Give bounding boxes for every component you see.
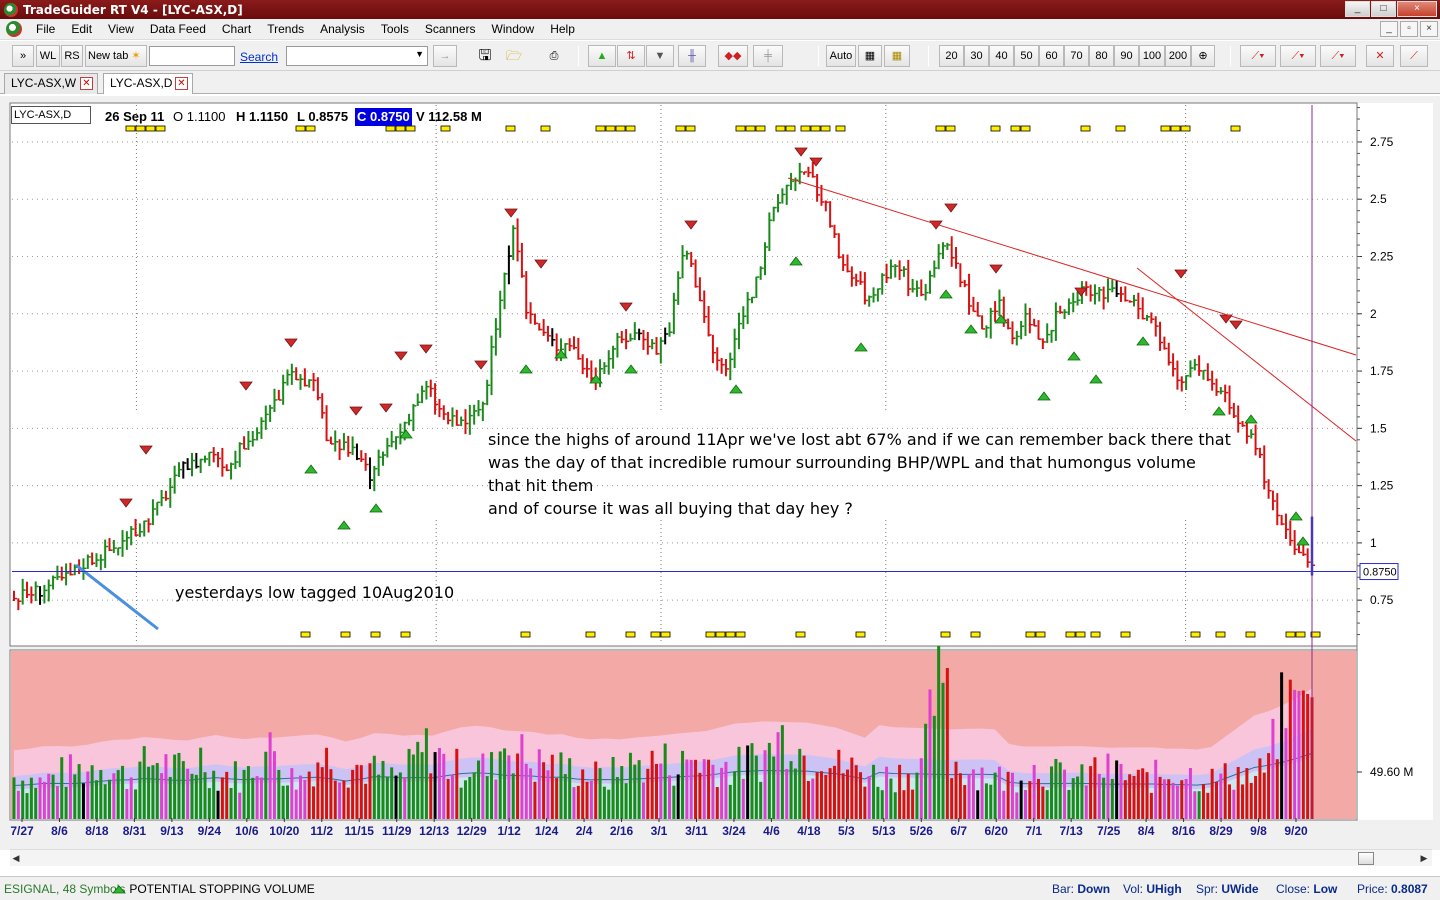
close-status: Close: Low: [1276, 882, 1338, 896]
period-80-button[interactable]: 80: [1089, 45, 1114, 67]
low-note-annotation: yesterdays low tagged 10Aug2010: [175, 583, 455, 602]
layout-yellow-icon[interactable]: ▦: [884, 45, 910, 67]
scroll-right-icon[interactable]: ▶: [1420, 853, 1428, 863]
bar-date: 26 Sep 11: [105, 109, 165, 124]
remove-lines-icon[interactable]: ✕: [1366, 45, 1394, 67]
new-tab-button[interactable]: New tab ✶: [85, 45, 147, 67]
open-folder-icon[interactable]: 🗁: [505, 48, 523, 63]
bar-updown-icon[interactable]: ⇅: [617, 45, 645, 67]
close-icon[interactable]: ✕: [80, 77, 93, 90]
menu-chart[interactable]: Chart: [221, 21, 252, 36]
layout-icon[interactable]: ▦: [858, 45, 882, 67]
annotation-line-4: and of course it was all buying that day…: [488, 499, 853, 518]
period-60-button[interactable]: 60: [1039, 45, 1064, 67]
signals-icon[interactable]: ◆◆: [718, 45, 748, 67]
menu-view[interactable]: View: [108, 21, 134, 36]
doc-close-button[interactable]: ×: [1420, 21, 1438, 37]
grid-toggle-icon[interactable]: ╪: [753, 45, 783, 67]
chart-tabs: LYC-ASX,W ✕ LYC-ASX,D ✕: [0, 71, 1440, 94]
tab-label: LYC-ASX,D: [110, 76, 173, 90]
period-20-button[interactable]: 20: [939, 45, 964, 67]
zoom-icon[interactable]: ⊕: [1191, 45, 1215, 67]
new-tab-star-icon: ✶: [131, 50, 141, 62]
period-70-button[interactable]: 70: [1064, 45, 1089, 67]
rs-button[interactable]: RS: [61, 45, 83, 67]
save-icon[interactable]: 🖫: [478, 47, 492, 64]
menu-data-feed[interactable]: Data Feed: [149, 21, 206, 36]
maximize-button[interactable]: □: [1371, 1, 1396, 17]
green-triangle-icon: [112, 885, 126, 894]
bar-up-icon[interactable]: ▲: [588, 45, 616, 67]
expand-icon[interactable]: »: [12, 45, 34, 67]
period-100-button[interactable]: 100: [1139, 45, 1165, 67]
spread-status: Spr: UWide: [1196, 882, 1259, 896]
feed-status: ESIGNAL, 48 Symbols: [4, 882, 126, 896]
print-icon[interactable]: ⎙: [549, 50, 559, 62]
status-bar: ESIGNAL, 48 Symbols POTENTIAL STOPPING V…: [0, 876, 1440, 900]
menu-window[interactable]: Window: [491, 21, 535, 36]
bar-close: C 0.8750: [355, 108, 412, 126]
app-logo-icon: [4, 2, 18, 17]
line-tool-icon[interactable]: ⟋: [1400, 45, 1428, 67]
document-window-controls: _ ▫ ×: [1380, 21, 1438, 37]
doc-restore-button[interactable]: ▫: [1400, 21, 1418, 37]
menu-analysis[interactable]: Analysis: [320, 21, 365, 36]
menu-edit[interactable]: Edit: [71, 21, 93, 36]
menu-scanners[interactable]: Scanners: [424, 21, 476, 36]
tab-lyc-daily[interactable]: LYC-ASX,D ✕: [103, 73, 193, 94]
window-title: TradeGuider RT V4 - [LYC-ASX,D]: [23, 2, 243, 17]
close-button[interactable]: ×: [1397, 1, 1437, 17]
vol-status: Vol: UHigh: [1123, 882, 1182, 896]
document-icon[interactable]: [6, 21, 22, 37]
symbol-input[interactable]: [149, 46, 235, 66]
period-30-button[interactable]: 30: [964, 45, 989, 67]
period-40-button[interactable]: 40: [989, 45, 1014, 67]
annotation-line-2: was the day of that incredible rumour su…: [488, 453, 1196, 472]
annotation-line-1: since the highs of around 11Apr we've lo…: [488, 430, 1231, 449]
bar-low: L 0.8575: [297, 109, 349, 124]
search-link[interactable]: Search: [240, 50, 279, 64]
wl-button[interactable]: WL: [36, 45, 60, 67]
tab-label: LYC-ASX,W: [11, 76, 77, 90]
menu-help[interactable]: Help: [550, 21, 575, 36]
toolbar: » WL RS New tab ✶ Search ▼ → 🖫 🗁 ⎙ ▲ ⇅ ▼…: [0, 41, 1440, 71]
annotation-line-3: that hit them: [488, 476, 594, 495]
go-arrow-icon[interactable]: →: [433, 45, 457, 67]
window-controls: _ □ ×: [1345, 1, 1437, 17]
bar-volume: V 112.58 M: [416, 109, 482, 124]
scroll-thumb[interactable]: [1358, 852, 1374, 865]
chart-horizontal-scrollbar[interactable]: ◀ ▶: [10, 849, 1432, 866]
new-tab-label: New tab: [88, 50, 129, 62]
trend-tool-3-icon[interactable]: ⟋▾: [1320, 45, 1356, 67]
scroll-left-icon[interactable]: ◀: [12, 853, 20, 863]
bar-down-icon[interactable]: ▼: [646, 45, 674, 67]
chevron-down-icon: ▼: [415, 49, 424, 59]
period-90-button[interactable]: 90: [1114, 45, 1139, 67]
tab-lyc-weekly[interactable]: LYC-ASX,W ✕: [4, 73, 98, 94]
symbol-label: LYC-ASX,D: [11, 106, 91, 124]
period-200-button[interactable]: 200: [1165, 45, 1191, 67]
menu-tools[interactable]: Tools: [380, 21, 409, 36]
stopping-volume-legend: POTENTIAL STOPPING VOLUME: [112, 881, 315, 899]
search-dropdown[interactable]: ▼: [286, 46, 428, 66]
chart-annotation-text: since the highs of around 11Apr we've lo…: [488, 428, 1231, 520]
legend-text: POTENTIAL STOPPING VOLUME: [129, 882, 315, 896]
title-bar: TradeGuider RT V4 - [LYC-ASX,D] _ □ ×: [0, 0, 1440, 19]
close-icon[interactable]: ✕: [175, 77, 188, 90]
price-status: Price: 0.8087: [1357, 882, 1428, 896]
trend-tool-1-icon[interactable]: ⟋▾: [1240, 45, 1276, 67]
bar-open: O 1.1100: [173, 109, 226, 124]
bar-status: Bar: Down: [1052, 882, 1111, 896]
bar-high: H 1.1150: [236, 109, 289, 124]
minimize-button[interactable]: _: [1345, 1, 1370, 17]
menu-file[interactable]: File: [36, 21, 56, 36]
period-50-button[interactable]: 50: [1014, 45, 1039, 67]
auto-button[interactable]: Auto: [826, 45, 856, 67]
menu-trends[interactable]: Trends: [267, 21, 305, 36]
ohlc-icon[interactable]: ╫: [678, 45, 706, 67]
trend-tool-2-icon[interactable]: ⟋▾: [1280, 45, 1316, 67]
doc-minimize-button[interactable]: _: [1380, 21, 1398, 37]
menu-bar: File Edit View Data Feed Chart Trends An…: [0, 19, 1440, 40]
